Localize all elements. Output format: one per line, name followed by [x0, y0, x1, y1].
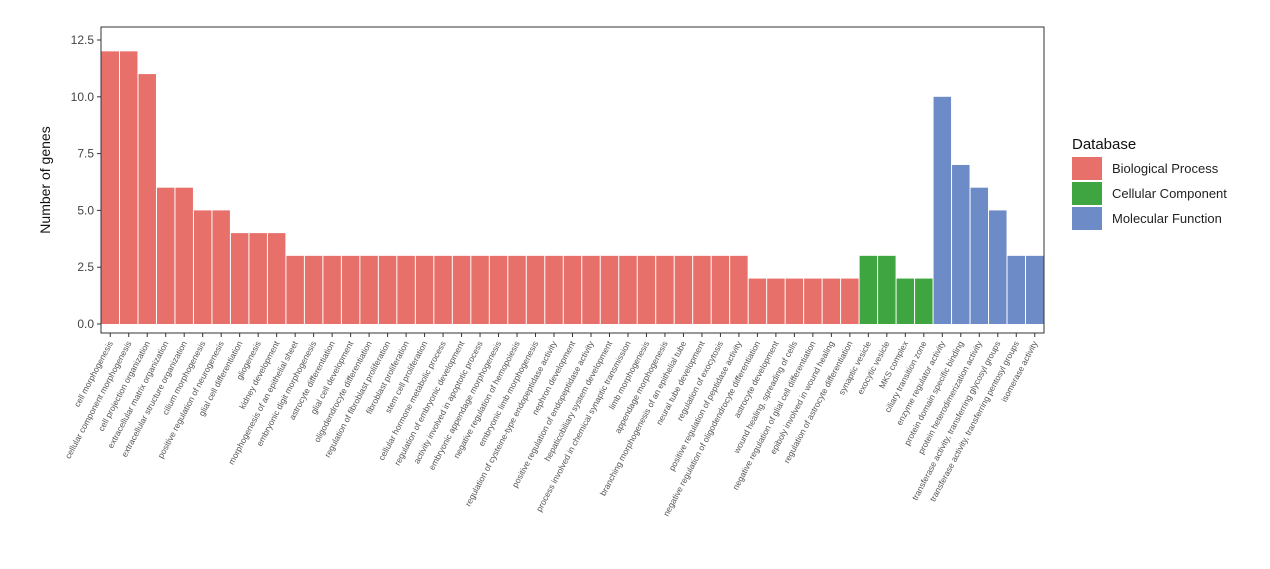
bar: [822, 278, 841, 324]
bar: [1007, 255, 1026, 324]
bar: [970, 187, 989, 324]
bar: [471, 255, 489, 324]
legend-swatch: [1072, 182, 1102, 205]
bar: [989, 210, 1007, 324]
bar: [785, 278, 804, 324]
y-tick-label: 2.5: [77, 260, 94, 274]
bar: [249, 233, 267, 324]
bar: [563, 255, 582, 324]
legend-title: Database: [1072, 136, 1136, 153]
bar: [452, 255, 471, 324]
bar: [1026, 255, 1044, 324]
y-tick-label: 10.0: [71, 90, 95, 104]
bar: [619, 255, 637, 324]
bar: [138, 74, 156, 324]
legend: Database Biological Process Cellular Comp…: [1072, 136, 1227, 230]
bar: [286, 255, 304, 324]
bar: [489, 255, 508, 324]
legend-items: Biological Process Cellular Component Mole…: [1072, 157, 1227, 230]
bar: [323, 255, 341, 324]
bar: [267, 233, 286, 324]
bar: [582, 255, 600, 324]
bar: [859, 255, 878, 324]
bar: [748, 278, 767, 324]
y-axis: 0.0 2.5 5.0 7.5 10.0 12.5: [71, 33, 101, 331]
bars-group: [101, 51, 1044, 325]
bar: [730, 255, 748, 324]
bar: [360, 255, 378, 324]
y-tick-label: 0.0: [77, 317, 94, 331]
y-tick-label: 7.5: [77, 147, 94, 161]
bar: [933, 96, 952, 324]
bar: [193, 210, 212, 324]
bar: [101, 51, 119, 325]
bar: [674, 255, 693, 324]
bar: [230, 233, 249, 324]
bar: [526, 255, 545, 324]
bar: [156, 187, 175, 324]
bar: [378, 255, 397, 324]
bar: [896, 278, 915, 324]
bar: [693, 255, 711, 324]
bar: [656, 255, 674, 324]
bar: [434, 255, 452, 324]
bar: [804, 278, 822, 324]
legend-label: Cellular Component: [1112, 186, 1227, 201]
bar: [637, 255, 656, 324]
bar: [600, 255, 619, 324]
bar: [212, 210, 230, 324]
bar: [397, 255, 415, 324]
bar: [341, 255, 360, 324]
y-axis-title: Number of genes: [37, 126, 53, 233]
bar: [508, 255, 526, 324]
bar: [915, 278, 933, 324]
y-tick-label: 12.5: [71, 33, 95, 47]
bar: [119, 51, 138, 325]
bar: [878, 255, 896, 324]
bar: [415, 255, 434, 324]
legend-label: Molecular Function: [1112, 211, 1222, 226]
bar: [175, 187, 193, 324]
bar: [767, 278, 785, 324]
legend-label: Biological Process: [1112, 161, 1219, 176]
legend-swatch: [1072, 207, 1102, 230]
bar: [304, 255, 323, 324]
bar: [952, 164, 970, 324]
bar: [545, 255, 563, 324]
bar: [711, 255, 730, 324]
y-tick-label: 5.0: [77, 203, 94, 217]
legend-swatch: [1072, 157, 1102, 180]
bar: [841, 278, 859, 324]
